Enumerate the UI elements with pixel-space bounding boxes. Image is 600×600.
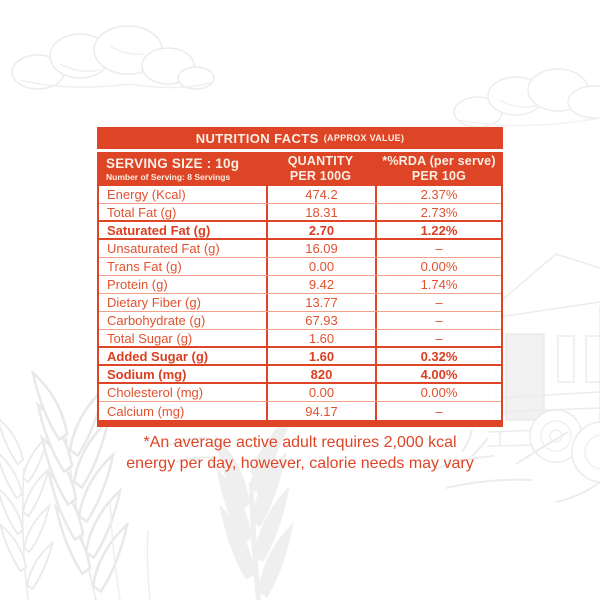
nutrient-label: Unsaturated Fat (g) [107,241,220,256]
nutrient-label: Total Fat (g) [107,204,177,220]
quantity-value: 1.60 [266,348,375,364]
rda-value: – [375,312,501,329]
quantity-header-line1: QUANTITY [287,154,354,168]
header-quantity: QUANTITY PER 100G [266,152,375,186]
quantity-value: 2.70 [266,222,375,238]
footnote-line2: energy per day, however, calorie needs m… [126,455,474,472]
quantity-value: 67.93 [266,312,375,329]
table-row: Total Fat (g) 18.31 2.73% [99,204,501,222]
footnote: *An average active adult requires 2,000 … [0,432,600,474]
rda-value: – [375,240,501,257]
rda-value: 4.00% [375,366,501,382]
grass-sketch [159,429,600,503]
wheat-sketch-center [200,418,308,600]
table-row: Added Sugar (g) 1.60 0.32% [99,348,501,366]
rda-header-line1: *%RDA (per serve) [382,154,496,168]
quantity-header-line2: PER 100G [289,169,352,183]
table-row: Calcium (mg) 94.17 – [99,402,501,420]
nutrient-label: Protein (g) [107,277,168,292]
rda-value: – [375,330,501,346]
header-serving: SERVING SIZE : 10g Number of Serving: 8 … [97,152,266,186]
table-row: Carbohydrate (g) 67.93 – [99,312,501,330]
quantity-value: 474.2 [266,186,375,203]
rda-value: 1.74% [375,276,501,293]
nutrient-label: Energy (Kcal) [107,187,186,202]
quantity-value: 16.09 [266,240,375,257]
nutrient-rows: Energy (Kcal) 474.2 2.37% Total Fat (g) … [97,186,503,420]
rda-value: – [375,402,501,420]
label-title-note: (APPROX VALUE) [323,133,405,143]
rda-header-line2: PER 10G [411,169,467,183]
footnote-line1: *An average active adult requires 2,000 … [143,434,457,451]
table-header-row: SERVING SIZE : 10g Number of Serving: 8 … [97,152,503,186]
nutrient-label: Calcium (mg) [107,403,185,419]
quantity-value: 9.42 [266,276,375,293]
label-bottom-bar [97,420,503,427]
quantity-value: 0.00 [266,384,375,401]
nutrition-facts-label: NUTRITION FACTS (APPROX VALUE) SERVING S… [97,127,503,427]
rda-value: 0.00% [375,384,501,401]
nutrient-label: Carbohydrate (g) [107,313,206,328]
nutrient-label: Trans Fat (g) [107,259,182,274]
quantity-value: 13.77 [266,294,375,311]
table-row: Energy (Kcal) 474.2 2.37% [99,186,501,204]
serving-size-text: SERVING SIZE : 10g [106,156,240,171]
wheat-sketch-left [21,371,151,600]
quantity-value: 820 [266,366,375,382]
cloud-sketch-right [453,68,600,128]
table-row: Dietary Fiber (g) 13.77 – [99,294,501,312]
quantity-value: 0.00 [266,258,375,275]
label-title: NUTRITION FACTS [195,130,319,146]
rda-value: – [375,294,501,311]
rda-value: 2.73% [375,204,501,220]
header-rda: *%RDA (per serve) PER 10G [375,152,503,186]
table-row: Sodium (mg) 820 4.00% [99,366,501,384]
wheat-sketch-edge [0,416,60,600]
quantity-value: 1.60 [266,330,375,346]
quantity-value: 94.17 [266,402,375,420]
table-row: Cholesterol (mg) 0.00 0.00% [99,384,501,402]
nutrient-label: Sodium (mg) [107,366,187,382]
table-row: Trans Fat (g) 0.00 0.00% [99,258,501,276]
nutrient-label: Total Sugar (g) [107,330,193,346]
nutrient-label: Cholesterol (mg) [107,385,204,400]
cloud-sketch-left [11,25,215,90]
table-row: Unsaturated Fat (g) 16.09 – [99,240,501,258]
hay-bale-sketch [529,409,600,483]
rda-value: 0.00% [375,258,501,275]
table-row: Saturated Fat (g) 2.70 1.22% [99,222,501,240]
rda-value: 0.32% [375,348,501,364]
rda-value: 1.22% [375,222,501,238]
nutrient-label: Added Sugar (g) [107,348,209,364]
rda-value: 2.37% [375,186,501,203]
serving-count-text: Number of Serving: 8 Servings [106,172,231,182]
label-title-bar: NUTRITION FACTS (APPROX VALUE) [97,127,503,149]
table-row: Protein (g) 9.42 1.74% [99,276,501,294]
nutrient-label: Dietary Fiber (g) [107,295,201,310]
nutrient-label: Saturated Fat (g) [107,222,211,238]
quantity-value: 18.31 [266,204,375,220]
table-row: Total Sugar (g) 1.60 – [99,330,501,348]
